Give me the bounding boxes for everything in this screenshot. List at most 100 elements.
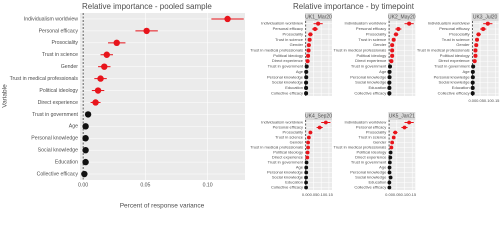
point: [304, 185, 308, 190]
panel-title: UK5_Jan21: [389, 113, 415, 119]
figure: Relative importance - pooled sample Perc…: [2, 2, 500, 210]
chart-title: Relative importance - by timepoint: [293, 2, 415, 11]
point: [304, 69, 309, 74]
panel-background: [80, 13, 245, 180]
x-tick-label: 0.10: [401, 192, 410, 197]
point: [387, 75, 392, 80]
x-tick-label: 0.05: [476, 98, 485, 103]
y-tick-label: Personal knowledge: [434, 74, 471, 79]
point: [312, 27, 318, 32]
y-tick-label: Age: [296, 69, 304, 74]
y-tick-label: Political ideology: [357, 150, 387, 155]
point: [304, 170, 309, 175]
point: [304, 180, 308, 185]
point: [470, 85, 475, 90]
point: [470, 80, 475, 85]
y-tick-label: Gender: [290, 140, 304, 145]
y-tick-label: Age: [296, 165, 304, 170]
y-tick-label: Gender: [373, 42, 387, 47]
point: [304, 160, 309, 165]
y-tick-label: Collective efficacy: [37, 171, 79, 177]
point: [472, 59, 477, 64]
point: [306, 48, 311, 53]
point: [97, 75, 104, 82]
x-tick-label: 0.15: [408, 192, 417, 197]
point: [393, 32, 399, 37]
y-tick-label: Education: [369, 85, 387, 90]
y-tick-label: Personal knowledge: [350, 170, 387, 175]
point: [481, 27, 486, 32]
y-tick-label: Gender: [373, 140, 387, 145]
y-tick-label: Collective efficacy: [438, 90, 470, 95]
y-tick-label: Age: [462, 69, 470, 74]
y-tick-label: Personal efficacy: [273, 125, 303, 130]
y-tick-label: Collective efficacy: [271, 185, 303, 190]
y-tick-label: Collective efficacy: [354, 90, 386, 95]
x-tick-label: 0.05: [310, 192, 319, 197]
y-tick-label: Age: [69, 124, 78, 130]
point: [304, 91, 309, 96]
point: [305, 59, 310, 64]
y-tick-label: Education: [369, 180, 387, 185]
point: [387, 185, 392, 190]
y-tick-label: Personal efficacy: [356, 125, 386, 130]
y-tick-label: Trust in medical professionals: [334, 48, 387, 53]
point: [402, 125, 407, 130]
point: [485, 21, 490, 26]
point: [306, 135, 311, 140]
y-tick-label: Trust in government: [434, 64, 470, 69]
y-tick-label: Education: [285, 85, 303, 90]
y-tick-label: Political ideology: [273, 150, 303, 155]
point: [387, 80, 392, 85]
point: [306, 145, 310, 150]
point: [470, 69, 475, 74]
panel-background: [305, 120, 332, 190]
x-tick-label: 0.00: [385, 192, 394, 197]
y-tick-label: Prosociality: [51, 40, 78, 46]
y-tick-label: Prosociality: [449, 31, 469, 36]
y-tick-label: Trust in science: [275, 37, 304, 42]
y-tick-label: Political ideology: [39, 88, 78, 94]
x-tick-label: 0.15: [325, 192, 334, 197]
point: [113, 39, 120, 47]
y-tick-label: Direct experience: [355, 155, 387, 160]
point: [308, 130, 313, 135]
y-tick-label: Trust in science: [442, 37, 471, 42]
y-tick-label: Trust in medical professionals: [10, 76, 79, 82]
y-tick-label: Social knowledge: [355, 175, 387, 180]
y-tick-label: Prosociality: [366, 130, 386, 135]
y-tick-label: Gender: [456, 42, 470, 47]
y-tick-label: Social knowledge: [355, 80, 387, 85]
y-tick-label: Personal knowledge: [267, 170, 304, 175]
point: [387, 180, 392, 185]
point: [470, 75, 475, 80]
point: [473, 48, 478, 53]
point: [82, 146, 89, 154]
strip-background: [471, 13, 499, 21]
point: [304, 64, 309, 69]
y-tick-label: Social knowledge: [38, 148, 78, 154]
point: [388, 175, 393, 180]
panel-background: [388, 120, 416, 190]
point: [390, 53, 395, 58]
point: [103, 51, 110, 58]
y-tick-label: Trust in government: [351, 64, 387, 69]
point: [388, 155, 393, 160]
point: [317, 125, 322, 130]
point: [82, 123, 89, 130]
x-tick-label: 0.05: [140, 182, 150, 188]
point: [82, 135, 89, 142]
x-tick-label: 0.10: [484, 98, 493, 103]
panel-title: UK1_Mar20: [305, 14, 332, 20]
point: [389, 59, 394, 64]
point: [387, 91, 392, 96]
y-tick-label: Individualism worldview: [24, 16, 78, 22]
panel-title: UK3_Jul20: [473, 14, 498, 20]
y-tick-label: Prosociality: [283, 130, 303, 135]
point: [304, 80, 309, 85]
panel-background: [305, 21, 332, 96]
point: [393, 130, 398, 135]
y-tick-label: Personal efficacy: [439, 26, 469, 31]
point: [81, 170, 88, 178]
point: [307, 37, 312, 42]
